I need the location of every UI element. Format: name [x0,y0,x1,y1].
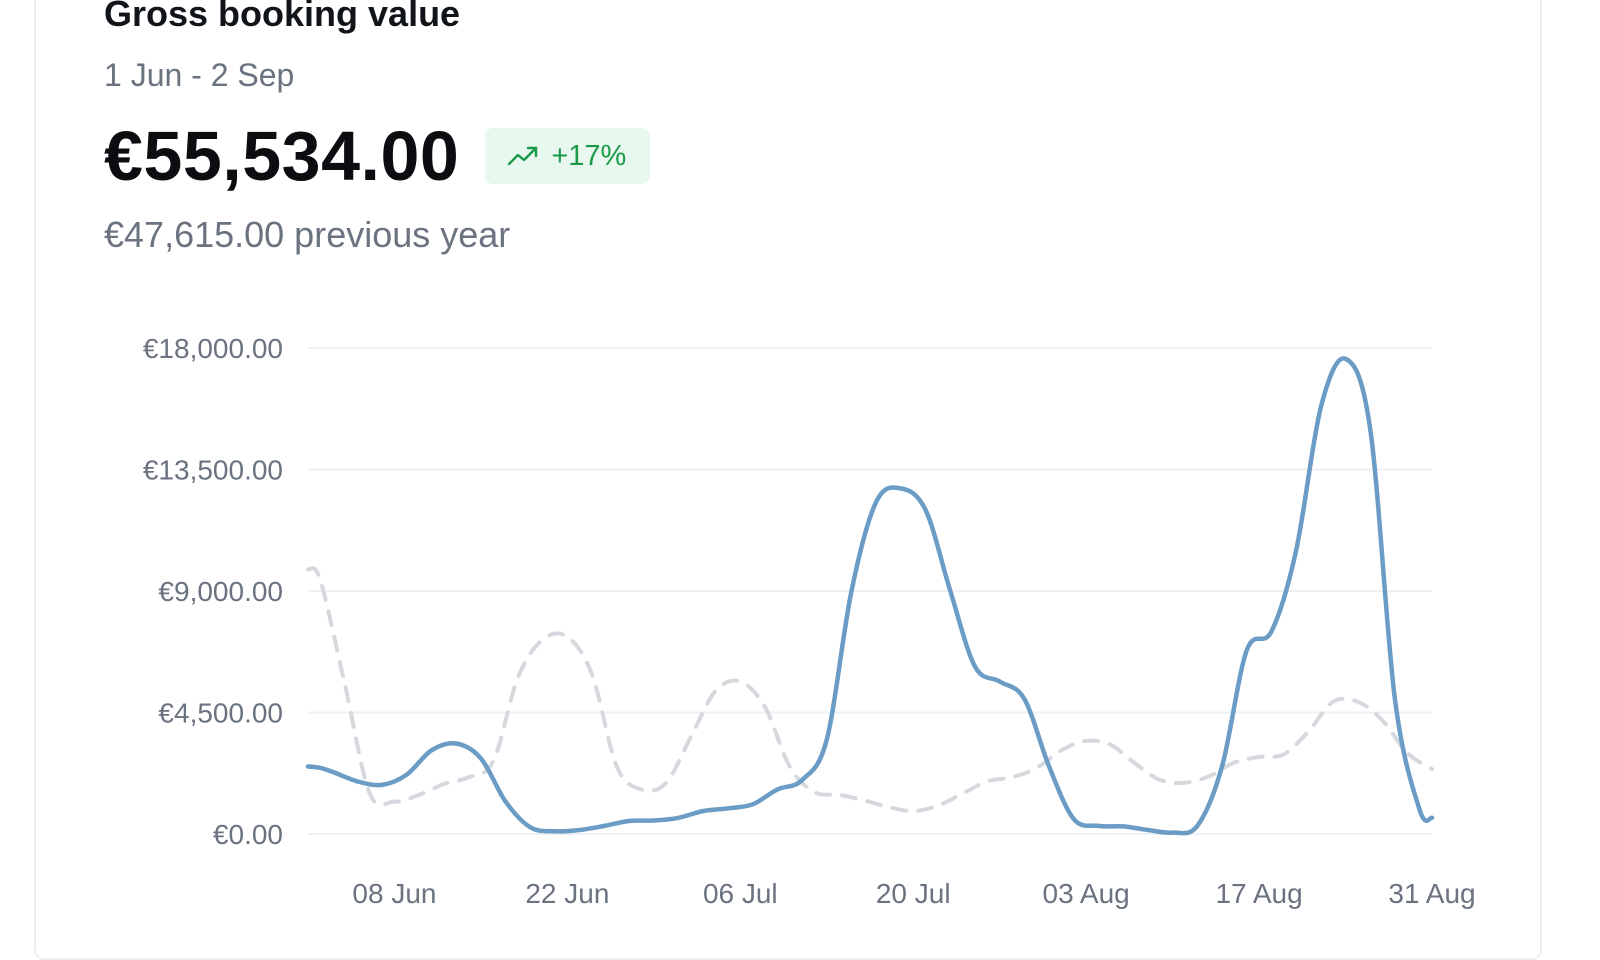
date-range: 1 Jun - 2 Sep [104,57,295,93]
x-tick-label: 31 Aug [1388,878,1475,909]
y-tick-label: €13,500.00 [143,455,283,486]
x-tick-label: 20 Jul [876,878,951,909]
change-badge: +17% [485,128,651,184]
y-tick-label: €18,000.00 [143,333,283,364]
x-tick-label: 06 Jul [703,878,778,909]
current-period-series-line [305,356,1435,836]
y-tick-label: €0.00 [213,819,283,850]
y-tick-label: €4,500.00 [158,698,283,729]
x-tick-label: 17 Aug [1215,878,1302,909]
previous-year-value: €47,615.00 previous year [104,214,511,255]
x-tick-label: 03 Aug [1043,878,1130,909]
x-tick-label: 08 Jun [352,878,436,909]
card-title: Gross booking value [104,0,461,34]
change-percent: +17% [551,140,627,172]
y-tick-label: €9,000.00 [158,576,283,607]
x-tick-label: 22 Jun [525,878,609,909]
value-row: €55,534.00 +17% [104,117,651,195]
gross-booking-line-chart: €0.00 €4,500.00 €9,000.00 €13,500.00 €18,000… [143,333,1476,909]
trending-up-icon [507,144,539,168]
total-value: €55,534.00 [104,117,460,195]
previous-year-series-line [306,566,1434,814]
gross-booking-value-card [34,0,1542,960]
